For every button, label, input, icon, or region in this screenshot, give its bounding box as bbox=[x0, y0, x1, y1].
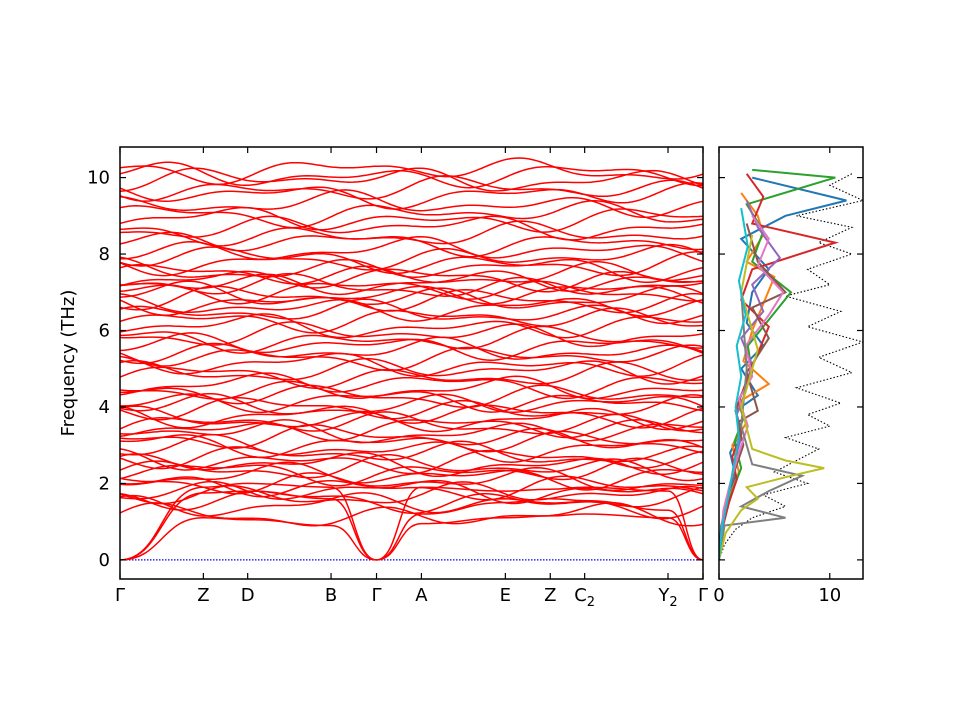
dos-plot-frame bbox=[718, 146, 864, 580]
y-tick-label: 4 bbox=[99, 397, 110, 418]
band-line bbox=[120, 419, 703, 444]
band-line bbox=[120, 167, 703, 192]
dos-series-line bbox=[719, 173, 863, 561]
band-line bbox=[120, 344, 703, 372]
dos-series-line bbox=[719, 208, 749, 560]
k-point-label: Y2 bbox=[657, 585, 677, 610]
k-point-label: E bbox=[500, 585, 511, 606]
band-lines bbox=[120, 157, 703, 561]
band-line bbox=[120, 481, 703, 505]
band-line bbox=[120, 357, 703, 385]
band-line bbox=[120, 270, 703, 296]
band-line bbox=[120, 321, 703, 348]
band-line bbox=[120, 419, 703, 442]
y-tick-label: 6 bbox=[99, 321, 110, 342]
band-line bbox=[120, 175, 703, 202]
band-line bbox=[120, 256, 703, 284]
band-structure-panel: 0 2 4 6 8 10 Γ Z D B Γ A E Z C2 Y2 Γ bbox=[87, 146, 708, 610]
dos-x-tick-label: 0 bbox=[713, 585, 724, 606]
band-line bbox=[120, 182, 703, 210]
band-line bbox=[120, 272, 703, 297]
band-line bbox=[120, 405, 703, 433]
band-line bbox=[120, 251, 703, 277]
dos-series-line bbox=[719, 173, 840, 561]
band-line bbox=[120, 220, 703, 247]
band-line bbox=[120, 289, 703, 316]
band-line bbox=[120, 451, 703, 478]
band-line bbox=[120, 215, 703, 241]
acoustic-branch bbox=[120, 490, 703, 561]
band-line bbox=[120, 189, 703, 219]
band-plot-frame bbox=[119, 146, 704, 580]
dos-lines bbox=[719, 168, 863, 561]
band-line bbox=[120, 280, 703, 305]
band-line bbox=[120, 157, 703, 186]
band-line bbox=[120, 235, 703, 263]
y-tick-label: 8 bbox=[99, 244, 110, 265]
band-line bbox=[120, 332, 703, 361]
k-point-label: Γ bbox=[115, 585, 125, 606]
k-point-label: Γ bbox=[372, 585, 382, 606]
k-point-label: Z bbox=[197, 585, 209, 606]
band-line bbox=[120, 352, 703, 377]
band-line bbox=[120, 293, 703, 322]
dos-series-line bbox=[719, 176, 847, 560]
band-line bbox=[120, 325, 703, 354]
y-tick-label: 10 bbox=[87, 168, 110, 189]
dos-series-line bbox=[719, 292, 806, 561]
band-line bbox=[120, 280, 703, 305]
band-line bbox=[120, 457, 703, 487]
k-point-label: B bbox=[325, 585, 337, 606]
band-line bbox=[120, 313, 703, 339]
band-line bbox=[120, 424, 703, 449]
k-point-label: Z bbox=[544, 585, 556, 606]
band-line bbox=[120, 486, 703, 515]
band-line bbox=[120, 404, 703, 429]
band-line bbox=[120, 384, 703, 409]
dos-x-tick-label: 10 bbox=[818, 585, 841, 606]
band-line bbox=[120, 206, 703, 233]
band-line bbox=[120, 372, 703, 400]
band-line bbox=[120, 475, 703, 501]
band-line bbox=[120, 307, 703, 334]
band-line bbox=[120, 161, 703, 189]
k-point-label: Γ bbox=[698, 585, 708, 606]
y-axis-title: Frequency (THz) bbox=[58, 290, 79, 437]
k-point-label: C2 bbox=[574, 585, 595, 610]
band-line bbox=[120, 440, 703, 470]
band-line bbox=[120, 375, 703, 400]
dos-series-line bbox=[719, 234, 825, 561]
k-point-label: A bbox=[415, 585, 428, 606]
y-tick-label: 0 bbox=[99, 550, 110, 571]
band-line bbox=[120, 430, 703, 459]
band-line bbox=[120, 200, 703, 229]
band-line bbox=[120, 466, 703, 495]
band-line bbox=[120, 260, 703, 285]
k-point-label: D bbox=[241, 585, 255, 606]
y-tick-label: 2 bbox=[99, 473, 110, 494]
dos-panel: 0 10 bbox=[713, 146, 864, 606]
band-line bbox=[120, 336, 703, 365]
acoustic-branch bbox=[120, 513, 703, 561]
acoustic-branch bbox=[120, 482, 703, 561]
